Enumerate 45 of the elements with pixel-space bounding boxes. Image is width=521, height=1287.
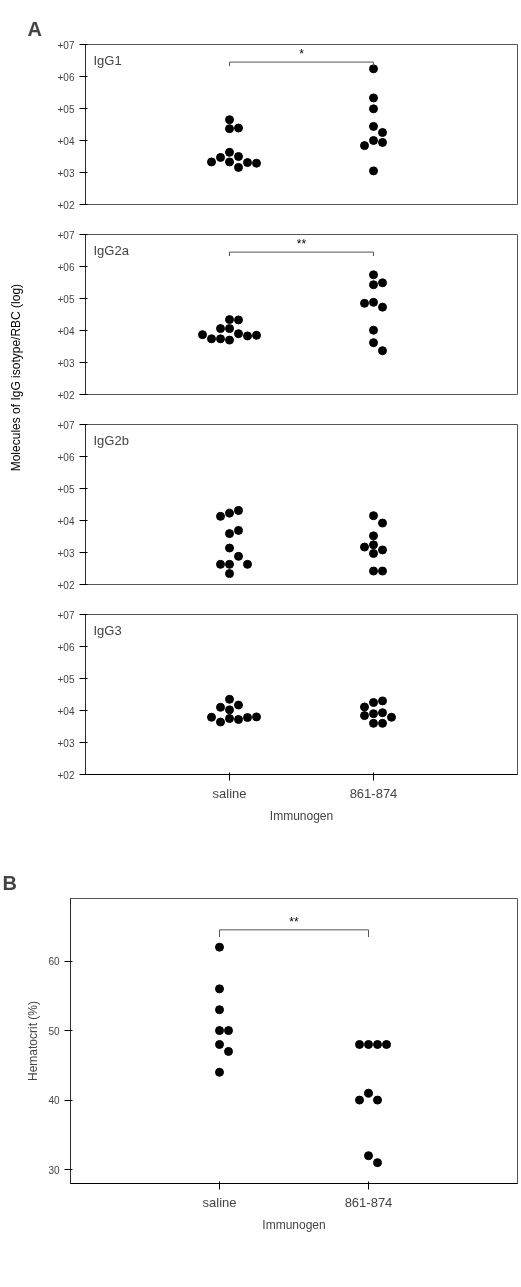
y-tick-label: +02 <box>57 389 75 401</box>
y-tick-label: +07 <box>57 609 75 621</box>
y-tick-label: +06 <box>57 451 75 463</box>
x-axis-title: Immunogen <box>262 1217 326 1232</box>
annotation: ** <box>289 914 299 929</box>
annotation: * <box>299 47 305 62</box>
y-tick-label: +06 <box>57 71 75 83</box>
text: A <box>27 17 42 40</box>
x-axis-title: Immunogen <box>269 808 334 823</box>
y-tick-label: +02 <box>57 199 75 211</box>
y-tick-label: +03 <box>57 547 75 559</box>
x-tick-label: 861-874 <box>344 1194 393 1210</box>
y-tick-label: +07 <box>57 229 75 241</box>
y-axis-title: Molecules of IgG isotype/RBC (log) <box>8 283 23 472</box>
x-tick-label: 861-874 <box>349 785 398 801</box>
y-axis-title: Hematocrit (%) <box>26 1000 41 1081</box>
y-tick-label: +04 <box>57 705 75 717</box>
y-tick-label: +04 <box>57 515 75 527</box>
y-tick-label: +07 <box>57 39 75 51</box>
y-tick-label: +06 <box>57 641 75 653</box>
x-tick-label: saline <box>202 1194 237 1210</box>
y-tick-label: +03 <box>57 737 75 749</box>
text: IgG2a <box>93 242 130 258</box>
y-tick-label: +03 <box>57 357 75 369</box>
text: B <box>2 871 17 894</box>
y-tick-label: +05 <box>57 673 75 685</box>
text: IgG1 <box>93 52 122 68</box>
y-tick-label: +06 <box>57 261 75 273</box>
y-tick-label: +05 <box>57 483 75 495</box>
y-tick-label: 50 <box>48 1025 60 1037</box>
x-tick-label: saline <box>212 785 247 801</box>
y-tick-label: +02 <box>57 579 75 591</box>
y-tick-label: 30 <box>48 1164 60 1176</box>
text: IgG3 <box>93 622 122 638</box>
y-tick-label: +07 <box>57 419 75 431</box>
y-tick-label: +02 <box>57 769 75 781</box>
y-tick-label: +05 <box>57 293 75 305</box>
y-tick-label: +05 <box>57 103 75 115</box>
text: IgG2b <box>93 432 129 448</box>
y-tick-label: +03 <box>57 167 75 179</box>
y-tick-label: 40 <box>48 1095 60 1107</box>
y-tick-label: +04 <box>57 325 75 337</box>
annotation: ** <box>296 237 307 252</box>
y-tick-label: +04 <box>57 135 75 147</box>
y-tick-label: 60 <box>48 956 60 968</box>
